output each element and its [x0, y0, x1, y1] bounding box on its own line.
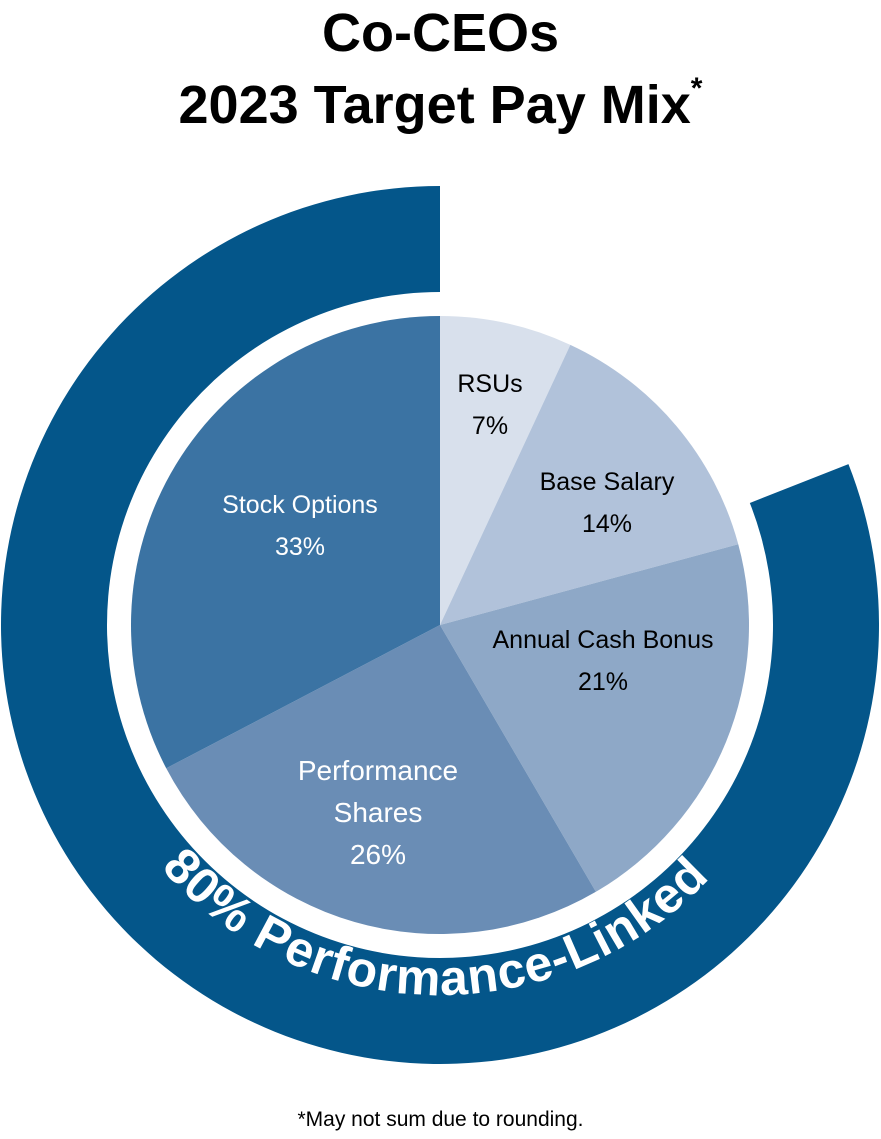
slice-name-label: Base Salary	[540, 468, 675, 496]
pie-slice-rsus	[440, 316, 571, 625]
slice-name-label: Stock Options	[222, 491, 378, 519]
pie-slices	[130, 316, 749, 934]
chart-title-line2: 2023 Target Pay Mix*	[0, 74, 881, 135]
pie-slice-base-salary	[440, 344, 739, 625]
title-asterisk: *	[690, 72, 703, 105]
pie-slice-stock-options	[130, 316, 441, 769]
slice-labels: RSUs 7% Base Salary 14% Annual Cash Bonus 21%…	[222, 370, 713, 870]
footnote: *May not sum due to rounding.	[297, 1108, 584, 1131]
slice-name-label: Annual Cash Bonus	[493, 626, 714, 654]
slice-percent-label: 21%	[578, 668, 628, 696]
slice-percent-label: 33%	[275, 533, 325, 561]
chart-title-line1: Co-CEOs	[0, 6, 881, 60]
slice-name-label: Performance	[298, 755, 458, 786]
pie-slice-performance-shares	[166, 625, 596, 934]
slice-percent-label: 14%	[582, 510, 632, 538]
slice-percent-label: 7%	[472, 412, 508, 440]
slice-name-label: RSUs	[457, 370, 522, 398]
pie-slice-annual-cash-bonus	[440, 544, 749, 892]
title-text-1: Co-CEOs	[321, 3, 559, 63]
slice-name-label: Shares	[334, 797, 423, 828]
slice-percent-label: 26%	[350, 839, 406, 870]
title-text-2: 2023 Target Pay Mix	[178, 75, 691, 135]
